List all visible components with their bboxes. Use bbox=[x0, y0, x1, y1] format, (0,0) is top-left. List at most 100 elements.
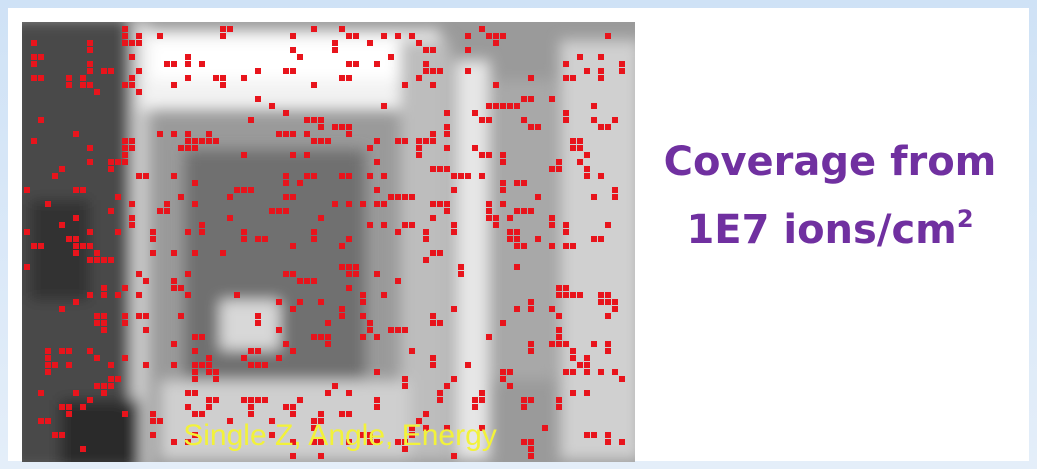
ion-hit bbox=[605, 313, 611, 319]
ion-hit bbox=[451, 222, 457, 228]
ion-hit bbox=[465, 47, 471, 53]
ion-hit bbox=[122, 355, 128, 361]
ion-hit bbox=[472, 404, 478, 410]
ion-hit bbox=[591, 194, 597, 200]
ion-hit bbox=[73, 187, 79, 193]
ion-hit bbox=[87, 292, 93, 298]
ion-hit bbox=[290, 271, 296, 277]
ion-hit bbox=[171, 285, 177, 291]
ion-hit bbox=[248, 187, 254, 193]
ion-hit bbox=[199, 222, 205, 228]
ion-hit bbox=[241, 397, 247, 403]
ion-hit bbox=[318, 453, 324, 459]
ion-hit bbox=[598, 369, 604, 375]
ion-hit bbox=[402, 222, 408, 228]
ion-hit bbox=[444, 110, 450, 116]
ion-hit bbox=[150, 432, 156, 438]
ion-hit bbox=[290, 243, 296, 249]
ion-hit bbox=[332, 383, 338, 389]
superscript: 2 bbox=[957, 205, 974, 233]
ion-hit bbox=[556, 404, 562, 410]
ion-hit bbox=[486, 117, 492, 123]
ion-hit bbox=[59, 222, 65, 228]
ion-hit bbox=[591, 117, 597, 123]
ion-hit bbox=[605, 348, 611, 354]
ion-hit bbox=[465, 362, 471, 368]
ion-hit bbox=[388, 54, 394, 60]
ion-hit bbox=[234, 292, 240, 298]
ion-hit bbox=[143, 327, 149, 333]
ion-hit bbox=[52, 362, 58, 368]
ion-hit bbox=[234, 187, 240, 193]
ion-hit bbox=[87, 159, 93, 165]
ion-hit bbox=[157, 33, 163, 39]
ion-hit bbox=[101, 257, 107, 263]
ion-hit bbox=[570, 355, 576, 361]
ion-hit bbox=[101, 285, 107, 291]
ion-hit bbox=[185, 138, 191, 144]
ion-hit bbox=[206, 355, 212, 361]
ion-hit bbox=[556, 334, 562, 340]
ion-hit bbox=[318, 215, 324, 221]
ion-hit bbox=[535, 236, 541, 242]
ion-hit bbox=[66, 362, 72, 368]
ion-hit bbox=[339, 26, 345, 32]
ion-hit bbox=[66, 404, 72, 410]
ion-hit bbox=[136, 292, 142, 298]
ion-hit bbox=[87, 40, 93, 46]
ion-hit bbox=[325, 341, 331, 347]
ion-hit bbox=[570, 369, 576, 375]
ion-hit bbox=[430, 355, 436, 361]
ion-hit bbox=[619, 376, 625, 382]
ion-hit bbox=[451, 229, 457, 235]
ion-hit bbox=[227, 194, 233, 200]
ion-hit bbox=[451, 306, 457, 312]
ion-hit bbox=[563, 292, 569, 298]
ion-hit bbox=[192, 376, 198, 382]
ion-hit bbox=[591, 341, 597, 347]
ion-hit bbox=[353, 264, 359, 270]
ion-hit bbox=[514, 229, 520, 235]
ion-hit bbox=[178, 285, 184, 291]
ion-hit bbox=[283, 194, 289, 200]
ion-hit bbox=[143, 313, 149, 319]
ion-hit bbox=[472, 145, 478, 151]
ion-hit bbox=[360, 313, 366, 319]
ion-hit bbox=[94, 257, 100, 263]
ion-hit bbox=[220, 33, 226, 39]
ion-hit bbox=[416, 75, 422, 81]
ion-hit bbox=[192, 411, 198, 417]
ion-hit bbox=[612, 194, 618, 200]
ion-hit bbox=[241, 152, 247, 158]
ion-hit bbox=[213, 397, 219, 403]
ion-hit bbox=[374, 159, 380, 165]
ion-hit bbox=[325, 390, 331, 396]
ion-hit bbox=[493, 33, 499, 39]
ion-hit bbox=[430, 215, 436, 221]
ion-hit bbox=[584, 152, 590, 158]
ion-hit bbox=[556, 292, 562, 298]
ion-hit bbox=[304, 278, 310, 284]
ion-hit bbox=[108, 159, 114, 165]
ion-hit bbox=[409, 33, 415, 39]
ion-hit bbox=[423, 68, 429, 74]
ion-hit bbox=[108, 376, 114, 382]
ion-hit bbox=[276, 131, 282, 137]
ion-hit bbox=[612, 187, 618, 193]
ion-hit bbox=[444, 166, 450, 172]
ion-hit bbox=[381, 173, 387, 179]
ion-hit bbox=[430, 82, 436, 88]
ion-hit bbox=[612, 117, 618, 123]
ion-hit bbox=[199, 229, 205, 235]
ion-hit bbox=[255, 68, 261, 74]
ion-hit bbox=[367, 320, 373, 326]
ion-hit bbox=[395, 327, 401, 333]
ion-hit bbox=[80, 187, 86, 193]
ion-hit bbox=[430, 166, 436, 172]
ion-hit bbox=[87, 397, 93, 403]
ion-hit bbox=[500, 152, 506, 158]
ion-hit bbox=[59, 432, 65, 438]
ion-hit bbox=[339, 243, 345, 249]
ion-hit bbox=[31, 138, 37, 144]
ion-hit bbox=[437, 397, 443, 403]
